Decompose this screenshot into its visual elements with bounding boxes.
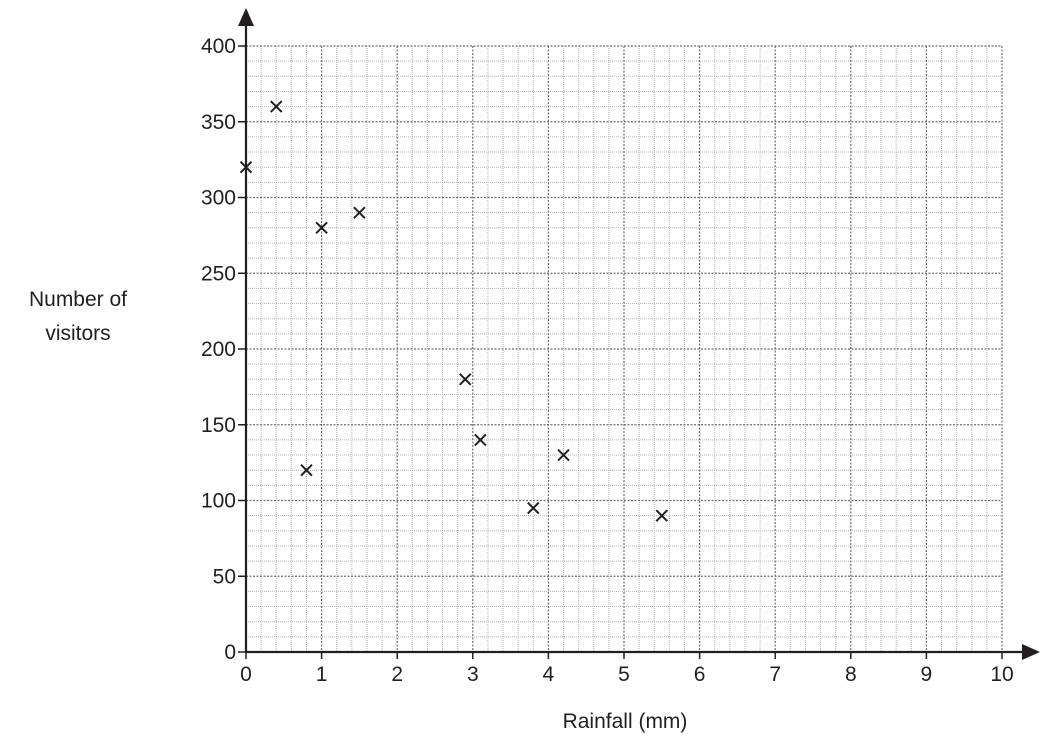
data-point-stroke <box>315 221 328 235</box>
data-point <box>270 100 283 113</box>
axes <box>238 8 1040 660</box>
y-tick-label: 150 <box>201 414 236 437</box>
x-tick-label: 10 <box>990 663 1013 686</box>
data-points <box>239 100 669 522</box>
x-tick-label: 4 <box>543 663 555 686</box>
y-tick-label: 350 <box>201 111 236 134</box>
data-point <box>315 221 328 235</box>
data-point <box>353 206 366 219</box>
data-point-stroke <box>474 433 487 447</box>
data-point <box>459 373 472 386</box>
x-tick-label: 9 <box>921 663 933 686</box>
data-point <box>239 160 253 174</box>
y-tick-label: 400 <box>201 35 236 58</box>
x-tick-label: 0 <box>240 663 252 686</box>
y-tick-label: 200 <box>201 338 236 361</box>
y-axis-arrow <box>238 8 254 26</box>
x-tick-label: 8 <box>845 663 857 686</box>
y-tick-label: 300 <box>201 187 236 210</box>
data-point-stroke <box>655 509 669 522</box>
x-tick-label: 7 <box>769 663 781 686</box>
y-tick-label: 50 <box>213 565 236 588</box>
x-tick-label: 5 <box>618 663 630 686</box>
y-tick-label: 0 <box>224 641 236 664</box>
x-tick-label: 2 <box>391 663 403 686</box>
y-tick-label: 250 <box>201 262 236 285</box>
x-axis-label: Rainfall (mm) <box>563 710 688 733</box>
data-point-stroke <box>557 448 570 462</box>
data-point <box>655 509 669 522</box>
y-axis-label-line1: Number of <box>29 288 127 311</box>
data-point-stroke <box>527 501 540 515</box>
y-axis-ticks: 0 50 100 150 200 250 300 350 400 <box>201 35 246 664</box>
x-axis-arrow <box>1022 644 1040 660</box>
data-point-stroke <box>239 160 253 174</box>
x-tick-label: 3 <box>467 663 479 686</box>
data-point <box>527 501 540 515</box>
data-point <box>557 448 570 462</box>
x-tick-label: 6 <box>694 663 706 686</box>
data-point-stroke <box>353 206 366 219</box>
y-axis-label-line2: visitors <box>45 322 110 345</box>
data-point <box>474 433 487 447</box>
data-point <box>300 463 313 477</box>
data-point-stroke <box>459 373 472 386</box>
x-tick-label: 1 <box>316 663 328 686</box>
x-axis-ticks: 0 1 2 3 4 5 6 7 8 9 10 <box>240 652 1014 686</box>
data-point-stroke <box>270 100 283 113</box>
data-point-stroke <box>300 463 313 477</box>
y-tick-label: 100 <box>201 490 236 513</box>
